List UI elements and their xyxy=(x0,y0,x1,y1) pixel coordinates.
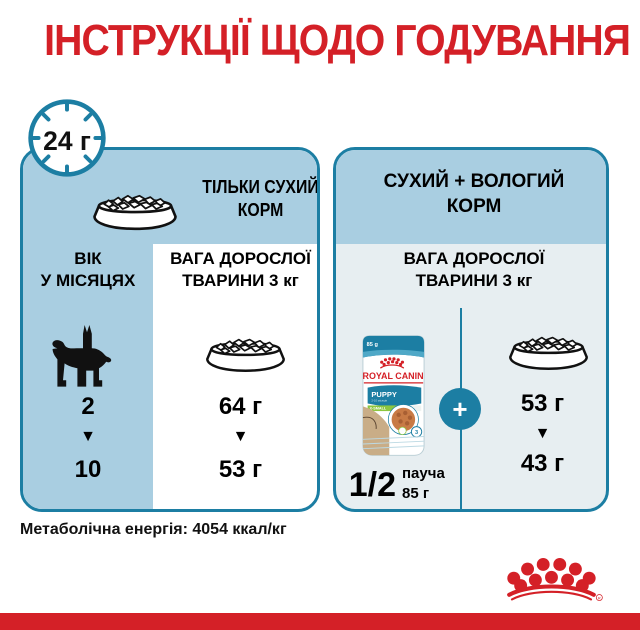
svg-text:24 г: 24 г xyxy=(43,126,91,156)
svg-text:ROYAL CANIN: ROYAL CANIN xyxy=(363,371,424,381)
svg-text:2-10 місяців: 2-10 місяців xyxy=(371,399,387,403)
svg-text:3: 3 xyxy=(415,430,418,436)
svg-text:85 g: 85 g xyxy=(367,342,379,348)
svg-text:R: R xyxy=(598,597,601,601)
svg-text:PUPPY: PUPPY xyxy=(371,390,396,399)
